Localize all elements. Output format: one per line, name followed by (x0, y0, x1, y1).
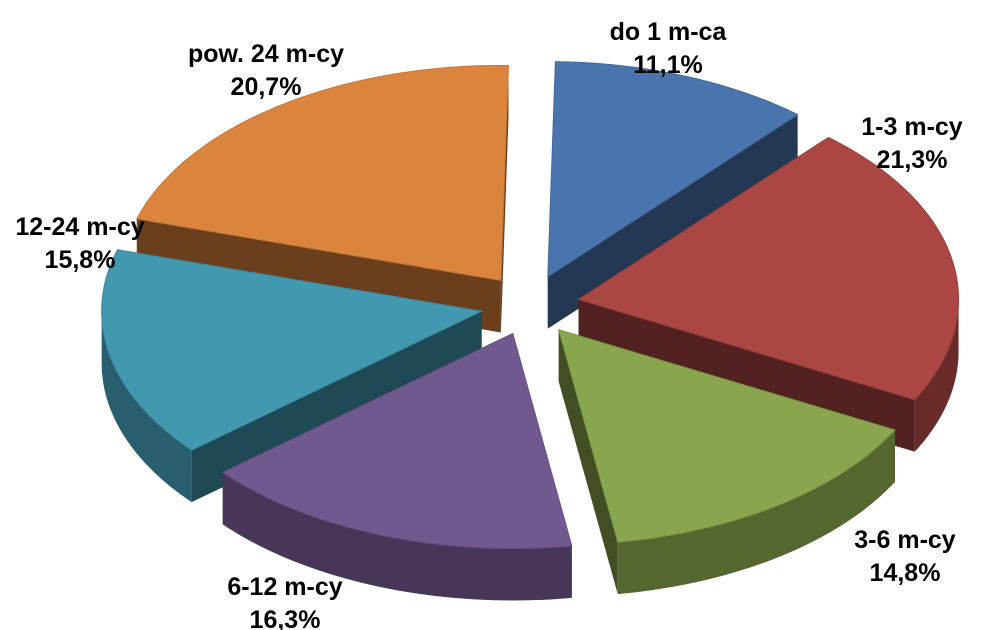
slice-category-label-0: do 1 m-ca (610, 18, 728, 46)
slice-value-label-1: 21,3% (877, 146, 948, 174)
slice-value-label-2: 14,8% (870, 559, 941, 587)
slice-value-label-4: 15,8% (45, 246, 116, 274)
slice-value-label-0: 11,1% (633, 51, 703, 79)
slice-value-label-3: 16,3% (250, 606, 321, 630)
slice-tops-layer (102, 62, 959, 549)
slice-category-label-2: 3-6 m-cy (854, 526, 956, 554)
slice-category-label-3: 6-12 m-cy (227, 573, 342, 601)
slice-category-label-1: 1-3 m-cy (861, 113, 963, 141)
slice-value-label-5: 20,7% (231, 73, 302, 101)
slice-category-label-5: pow. 24 m-cy (188, 40, 344, 68)
slice-category-label-4: 12-24 m-cy (15, 213, 144, 241)
